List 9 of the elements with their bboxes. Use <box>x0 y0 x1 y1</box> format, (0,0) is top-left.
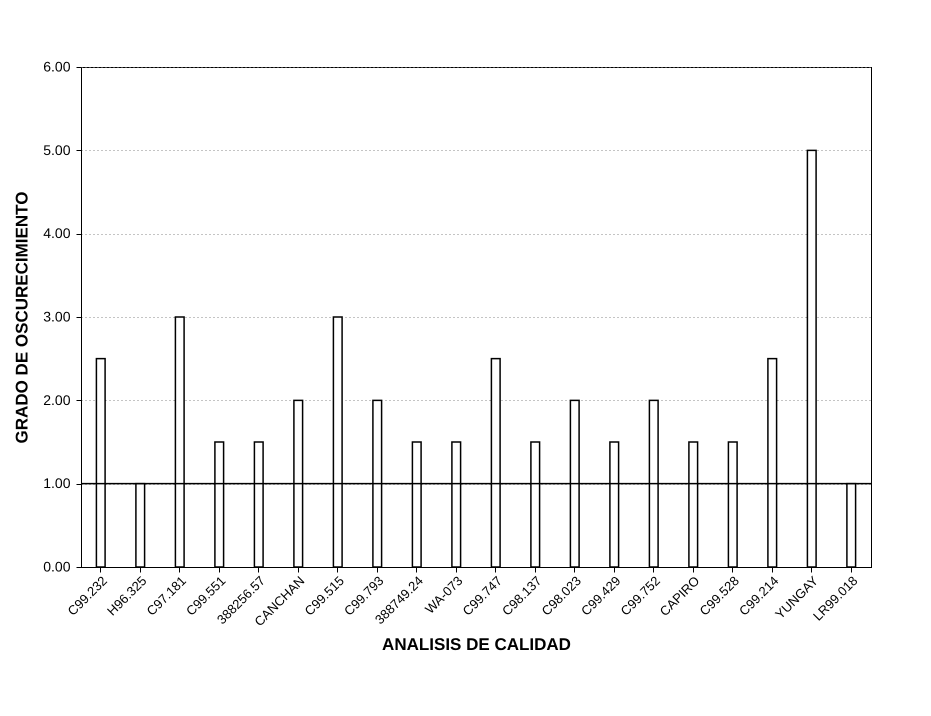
y-tick-label: 4.00 <box>43 225 71 242</box>
x-axis-title: ANALISIS DE CALIDAD <box>382 635 571 654</box>
y-tick-label: 1.00 <box>43 475 71 492</box>
y-axis-title: GRADO DE OSCURECIMIENTO <box>12 192 32 444</box>
y-tick-label: 5.00 <box>43 142 71 158</box>
y-tick-label: 3.00 <box>43 308 71 324</box>
y-tick-label: 0.00 <box>43 558 71 574</box>
y-tick-label: 6.00 <box>43 58 71 74</box>
y-tick-label: 2.00 <box>43 392 71 408</box>
